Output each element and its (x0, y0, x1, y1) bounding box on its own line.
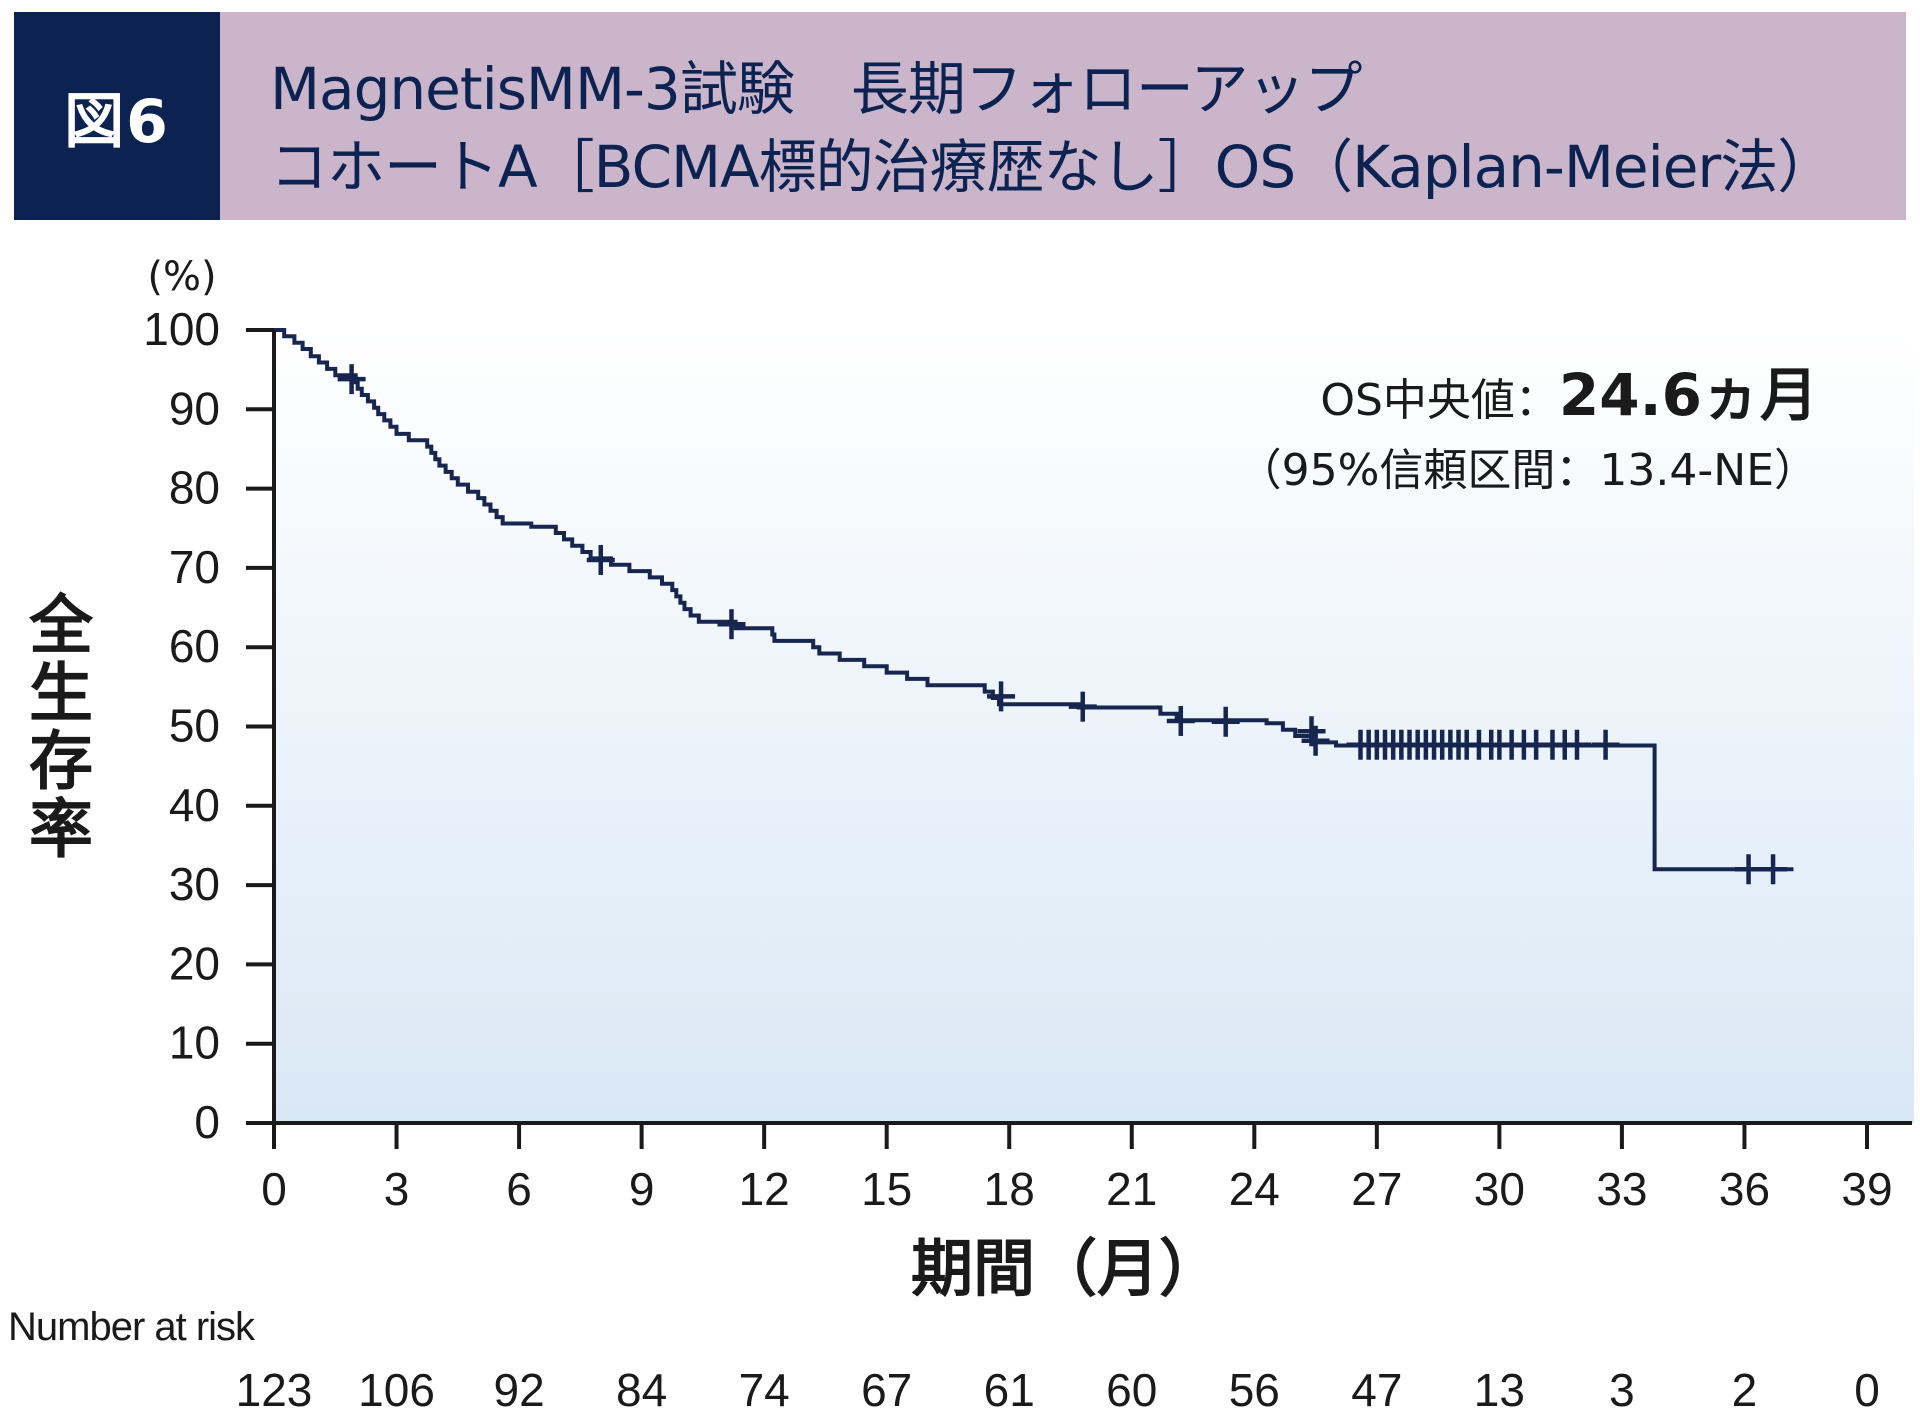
figure-number-badge: 図6 (14, 12, 220, 220)
figure-header: 図6 MagnetisMM-3試験 長期フォローアップ コホートA［BCMA標的… (14, 12, 1906, 220)
x-tick-label: 39 (1841, 1163, 1892, 1215)
number-at-risk-value: 3 (1609, 1364, 1635, 1414)
y-tick-label: 60 (169, 620, 220, 672)
censor-mark (1068, 691, 1097, 722)
number-at-risk-value: 92 (493, 1364, 544, 1414)
censor-mark (586, 544, 615, 575)
x-tick-label: 27 (1351, 1163, 1402, 1215)
censor-mark (1166, 705, 1195, 736)
y-tick-label: 80 (169, 462, 220, 514)
median-os-ci: （95%信頼区間：13.4-NE） (1238, 445, 1818, 496)
survival-curve (274, 328, 1794, 872)
y-tick-label: 50 (169, 700, 220, 752)
censor-mark (1301, 725, 1330, 756)
y-tick-label: 100 (143, 303, 220, 355)
x-tick-label: 0 (261, 1163, 287, 1215)
censor-mark (1562, 729, 1591, 760)
y-axis-unit: (%) (147, 254, 216, 300)
number-at-risk-value: 0 (1854, 1364, 1880, 1414)
number-at-risk-value: 56 (1229, 1364, 1280, 1414)
median-os-annotation: OS中央値：24.6ヵ月 (1320, 361, 1818, 429)
censor-mark (1734, 854, 1763, 885)
x-tick-label: 33 (1596, 1163, 1647, 1215)
number-at-risk-value: 74 (739, 1364, 790, 1414)
plot-background (274, 330, 1914, 1123)
number-at-risk-value: 106 (358, 1364, 435, 1414)
figure-title-box: MagnetisMM-3試験 長期フォローアップ コホートA［BCMA標的治療歴… (220, 12, 1906, 220)
median-os-value: 24.6ヵ月 (1559, 361, 1818, 429)
censor-mark (1759, 854, 1788, 885)
figure-title-line-1: MagnetisMM-3試験 長期フォローアップ (270, 55, 1363, 123)
median-os-label: OS中央値： (1320, 375, 1559, 426)
censor-mark (1211, 706, 1240, 737)
y-tick-label: 0 (194, 1096, 220, 1148)
x-tick-label: 36 (1719, 1163, 1770, 1215)
y-axis-label: 全生存率 (18, 591, 94, 863)
y-tick-label: 40 (169, 779, 220, 831)
number-at-risk-value: 67 (861, 1364, 912, 1414)
number-at-risk-label: Number at risk (8, 1305, 255, 1349)
number-at-risk-value: 60 (1106, 1364, 1157, 1414)
number-at-risk-value: 84 (616, 1364, 667, 1414)
number-at-risk-value: 2 (1732, 1364, 1758, 1414)
number-at-risk-value: 123 (236, 1364, 313, 1414)
x-tick-label: 15 (861, 1163, 912, 1215)
y-tick-label: 90 (169, 382, 220, 434)
y-tick-label: 30 (169, 858, 220, 910)
censor-mark (337, 364, 366, 395)
x-tick-label: 12 (739, 1163, 790, 1215)
figure-title-line-2: コホートA［BCMA標的治療歴なし］OS（Kaplan-Meier法） (270, 133, 1835, 201)
number-at-risk-value: 47 (1351, 1364, 1402, 1414)
y-tick-label: 70 (169, 541, 220, 593)
x-tick-label: 9 (629, 1163, 655, 1215)
y-tick-label: 10 (169, 1017, 220, 1069)
x-tick-label: 30 (1474, 1163, 1525, 1215)
number-at-risk-value: 13 (1474, 1364, 1525, 1414)
x-tick-label: 3 (384, 1163, 410, 1215)
number-at-risk-value: 61 (984, 1364, 1035, 1414)
x-tick-label: 24 (1229, 1163, 1280, 1215)
censor-mark (1591, 729, 1620, 760)
x-tick-label: 18 (984, 1163, 1035, 1215)
y-tick-label: 20 (169, 937, 220, 989)
censor-mark (987, 681, 1016, 712)
x-tick-label: 6 (506, 1163, 532, 1215)
x-tick-label: 21 (1106, 1163, 1157, 1215)
censor-mark (717, 609, 746, 640)
x-axis-label: 期間（月） (911, 1232, 1221, 1305)
